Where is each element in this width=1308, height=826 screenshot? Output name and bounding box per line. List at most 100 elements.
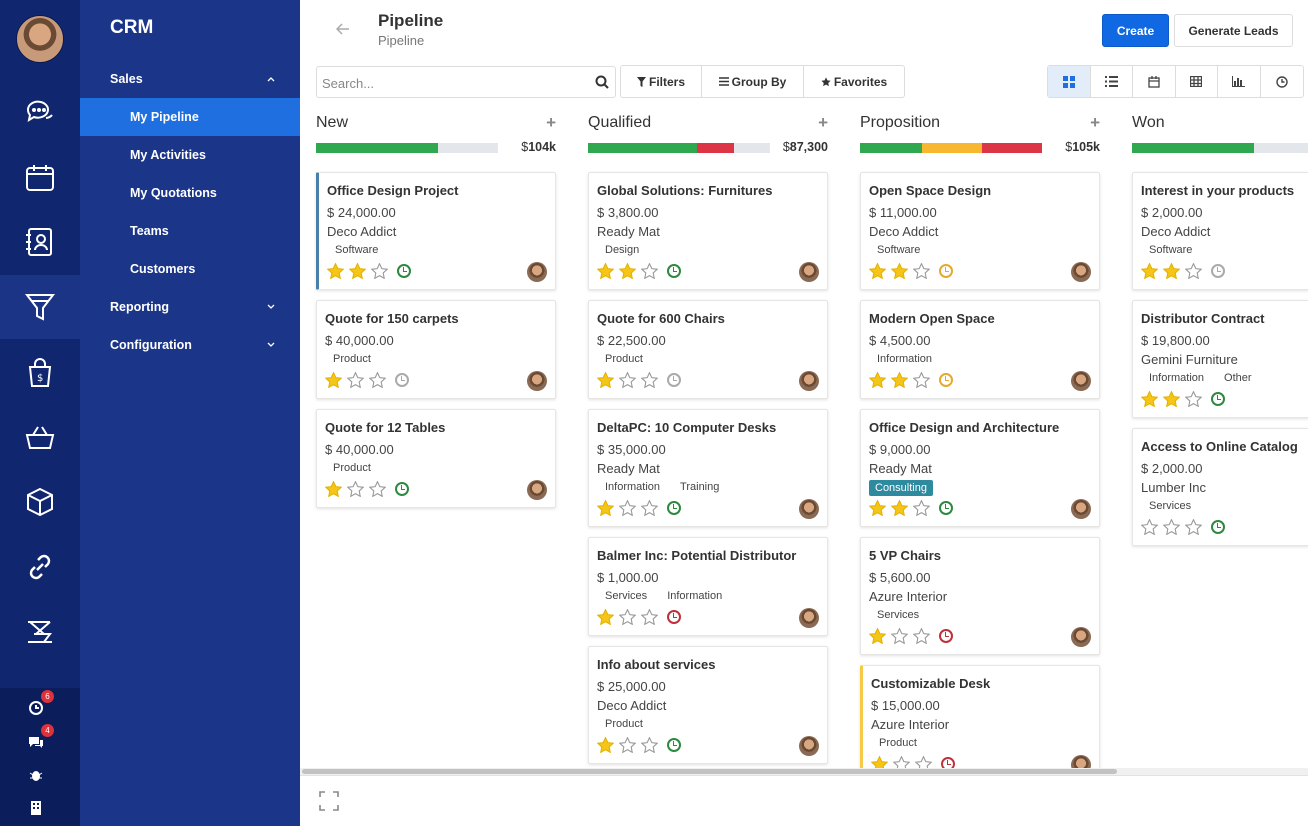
star-filled-icon[interactable] — [1140, 262, 1159, 284]
assignee-avatar[interactable] — [1071, 499, 1091, 519]
manufacturing-icon[interactable] — [0, 600, 80, 664]
kanban-card[interactable]: Interest in your products $ 2,000.00 Deco … — [1132, 172, 1308, 290]
star-empty-icon[interactable] — [618, 608, 637, 630]
activity-view-button[interactable] — [1261, 66, 1304, 97]
star-empty-icon[interactable] — [346, 371, 365, 393]
kanban-card[interactable]: DeltaPC: 10 Computer Desks $ 35,000.00 Rea… — [588, 409, 828, 527]
star-filled-icon[interactable] — [596, 371, 615, 393]
priority-stars[interactable] — [1140, 518, 1203, 540]
search-input[interactable]: Search... — [316, 66, 616, 98]
calendar-view-button[interactable] — [1133, 66, 1176, 97]
star-filled-icon[interactable] — [890, 499, 909, 521]
star-empty-icon[interactable] — [892, 755, 911, 768]
assignee-avatar[interactable] — [527, 262, 547, 282]
activity-clock-icon[interactable] — [667, 373, 681, 387]
activity-clock-icon[interactable] — [939, 629, 953, 643]
star-empty-icon[interactable] — [368, 371, 387, 393]
star-empty-icon[interactable] — [640, 262, 659, 284]
menu-item-teams[interactable]: Teams — [130, 224, 169, 238]
priority-stars[interactable] — [868, 371, 931, 393]
star-empty-icon[interactable] — [912, 371, 931, 393]
back-arrow-icon[interactable] — [335, 20, 350, 40]
star-empty-icon[interactable] — [890, 627, 909, 649]
progress-segment-red[interactable] — [981, 143, 1042, 153]
kanban-card[interactable]: Info about services $ 25,000.00 Deco Addic… — [588, 646, 828, 764]
star-filled-icon[interactable] — [868, 262, 887, 284]
star-filled-icon[interactable] — [1162, 262, 1181, 284]
activity-clock-icon[interactable] — [941, 757, 955, 768]
user-avatar[interactable] — [16, 15, 64, 63]
activity-clock-icon[interactable] — [667, 501, 681, 515]
star-filled-icon[interactable] — [324, 371, 343, 393]
kanban-view-button[interactable] — [1048, 66, 1091, 97]
star-empty-icon[interactable] — [912, 627, 931, 649]
menu-item-my-quotations[interactable]: My Quotations — [130, 186, 217, 200]
star-filled-icon[interactable] — [1140, 390, 1159, 412]
activity-clock-icon[interactable] — [667, 610, 681, 624]
graph-view-button[interactable] — [1218, 66, 1261, 97]
fullscreen-icon[interactable] — [318, 790, 340, 817]
assignee-avatar[interactable] — [799, 262, 819, 282]
activity-clock-icon[interactable] — [667, 264, 681, 278]
progress-segment-green[interactable] — [316, 143, 438, 153]
kanban-card[interactable]: Open Space Design $ 11,000.00 Deco Addict S… — [860, 172, 1100, 290]
activity-clock-icon[interactable] — [1211, 520, 1225, 534]
contacts-icon[interactable] — [0, 210, 80, 274]
scrollbar-thumb[interactable] — [302, 769, 1117, 774]
activity-clock-icon[interactable] — [395, 482, 409, 496]
star-filled-icon[interactable] — [596, 608, 615, 630]
kanban-card[interactable]: Quote for 150 carpets $ 40,000.00 Product — [316, 300, 556, 399]
menu-item-customers[interactable]: Customers — [130, 262, 196, 276]
kanban-card[interactable]: Access to Online Catalog $ 2,000.00 Lumber… — [1132, 428, 1308, 546]
star-empty-icon[interactable] — [368, 480, 387, 502]
star-empty-icon[interactable] — [912, 262, 931, 284]
star-filled-icon[interactable] — [868, 371, 887, 393]
assignee-avatar[interactable] — [799, 499, 819, 519]
priority-stars[interactable] — [1140, 262, 1203, 284]
add-plus-icon[interactable]: + — [546, 113, 556, 132]
star-filled-icon[interactable] — [324, 480, 343, 502]
create-button[interactable]: Create — [1102, 14, 1169, 47]
star-empty-icon[interactable] — [618, 736, 637, 758]
pos-basket-icon[interactable] — [0, 406, 80, 470]
activity-clock-icon[interactable] — [395, 373, 409, 387]
column-progress-bar[interactable] — [588, 143, 770, 153]
assignee-avatar[interactable] — [1071, 371, 1091, 391]
star-empty-icon[interactable] — [640, 608, 659, 630]
priority-stars[interactable] — [870, 755, 933, 768]
kanban-card[interactable]: 5 VP Chairs $ 5,600.00 Azure Interior Servi… — [860, 537, 1100, 655]
star-empty-icon[interactable] — [618, 499, 637, 521]
activity-clock-icon[interactable] — [939, 373, 953, 387]
star-empty-icon[interactable] — [640, 736, 659, 758]
star-empty-icon[interactable] — [370, 262, 389, 284]
progress-segment-red[interactable] — [697, 143, 734, 153]
menu-section-reporting[interactable]: Reporting — [110, 300, 275, 314]
horizontal-scrollbar[interactable] — [300, 768, 1308, 775]
activity-clock-icon[interactable] — [397, 264, 411, 278]
menu-item-my-activities[interactable]: My Activities — [130, 148, 206, 162]
star-filled-icon[interactable] — [868, 499, 887, 521]
priority-stars[interactable] — [324, 480, 387, 502]
priority-stars[interactable] — [326, 262, 389, 284]
priority-stars[interactable] — [596, 608, 659, 630]
column-progress-bar[interactable] — [316, 143, 498, 153]
priority-stars[interactable] — [596, 736, 659, 758]
pivot-view-button[interactable] — [1176, 66, 1218, 97]
star-empty-icon[interactable] — [914, 755, 933, 768]
activity-clock-icon[interactable]: 6 — [24, 690, 54, 720]
progress-segment-green[interactable] — [1132, 143, 1254, 153]
assignee-avatar[interactable] — [799, 371, 819, 391]
star-filled-icon[interactable] — [618, 262, 637, 284]
star-filled-icon[interactable] — [870, 755, 889, 768]
activity-clock-icon[interactable] — [667, 738, 681, 752]
assignee-avatar[interactable] — [527, 371, 547, 391]
link-icon[interactable] — [0, 535, 80, 599]
kanban-card[interactable]: Distributor Contract $ 19,800.00 Gemini Fu… — [1132, 300, 1308, 418]
favorites-button[interactable]: Favorites — [804, 66, 904, 97]
menu-item-my-pipeline[interactable]: My Pipeline — [80, 98, 300, 136]
progress-segment-green[interactable] — [860, 143, 922, 153]
star-filled-icon[interactable] — [596, 262, 615, 284]
assignee-avatar[interactable] — [1071, 262, 1091, 282]
assignee-avatar[interactable] — [1071, 755, 1091, 768]
kanban-card[interactable]: Office Design Project $ 24,000.00 Deco Add… — [316, 172, 556, 290]
